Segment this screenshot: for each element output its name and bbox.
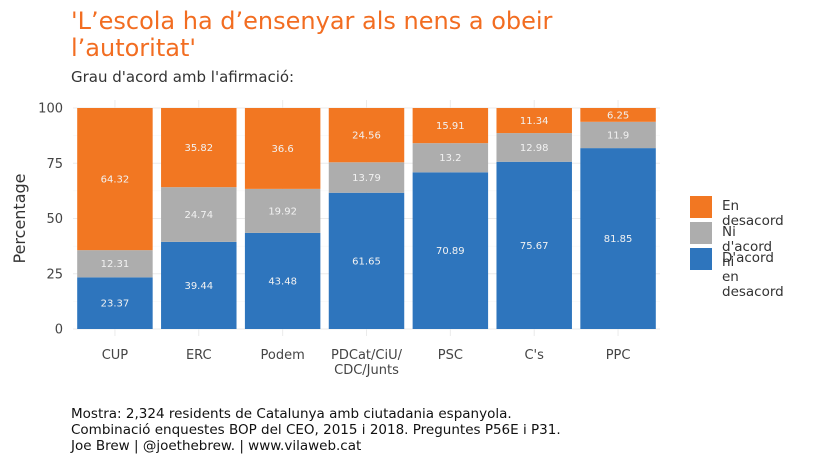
x-tick-label: C's [524,348,544,363]
bar-segment [412,108,489,144]
data-label: 15.91 [436,121,465,132]
bar-segment [161,187,237,242]
data-label: 19.92 [268,206,297,217]
chart-title: 'L’escola ha d’ensenyar als nens a obeir… [71,7,553,62]
data-label: 13.2 [439,153,461,164]
bar-segment [244,188,321,233]
data-label: 24.56 [352,131,381,142]
bar-segment [161,241,237,329]
x-tick-label: Podem [261,348,305,363]
chart-subtitle: Grau d'acord amb l'afirmació: [71,68,295,86]
x-tick-label: PSC [438,348,463,363]
bar-segment [580,148,656,329]
y-tick-label: 100 [38,102,63,117]
bar-segment [244,108,321,189]
bar-segment [161,108,237,188]
bar-segment [496,133,572,162]
bar-segment [244,232,321,329]
data-label: 61.65 [352,256,381,267]
x-tick-label: CUP [102,348,129,363]
legend-label: Ni d'acord ni en desacord [722,224,784,300]
data-label: 6.25 [607,110,629,121]
x-tick-label: CDC/Junts [334,363,399,378]
legend-swatch [690,248,712,270]
bar-segment [496,108,572,134]
data-label: 12.98 [520,143,549,154]
data-label: 43.48 [268,276,297,287]
bar-segment [328,162,405,193]
data-label: 39.44 [184,281,213,292]
data-label: 12.31 [101,259,130,270]
bar-segment [580,108,656,122]
data-label: 13.79 [352,173,381,184]
data-label: 11.34 [520,116,549,127]
caption-line: Joe Brew | @joethebrew. | www.vilaweb.ca… [71,438,362,454]
data-label: 23.37 [101,299,130,310]
bar-segment [77,277,153,329]
caption-line: Mostra: 2,324 residents de Catalunya amb… [71,406,512,422]
bar-segment [77,250,153,278]
caption-line: Combinació enquestes BOP del CEO, 2015 i… [71,422,561,438]
data-label: 11.9 [607,130,629,141]
data-label: 70.89 [436,246,465,257]
data-label: 24.74 [184,210,213,221]
bar-segment [77,108,153,251]
data-label: 36.6 [272,144,294,155]
x-tick-label: PPC [606,348,631,363]
data-label: 75.67 [520,241,549,252]
y-axis-label: Percentage [10,173,29,263]
data-label: 64.32 [101,175,130,186]
bar-segment [412,143,489,173]
legend-swatch [690,196,712,218]
y-tick-label: 50 [46,212,63,227]
bar-segment [412,172,489,329]
data-label: 35.82 [184,143,213,154]
chart-caption: Mostra: 2,324 residents de Catalunya amb… [71,406,561,454]
x-tick-label: ERC [186,348,212,363]
bar-segment [328,192,405,329]
y-tick-label: 25 [46,267,63,282]
legend-label: D'acord [722,250,774,266]
y-tick-label: 0 [55,323,63,338]
x-tick-label: PDCat/CiU/ [331,348,403,363]
legend-label: En desacord [722,198,784,229]
legend-swatch [690,222,712,244]
data-label: 81.85 [604,234,633,245]
bar-segment [496,161,572,329]
bar-segment [580,121,656,149]
y-tick-label: 75 [46,157,63,172]
bar-segment [328,108,405,163]
